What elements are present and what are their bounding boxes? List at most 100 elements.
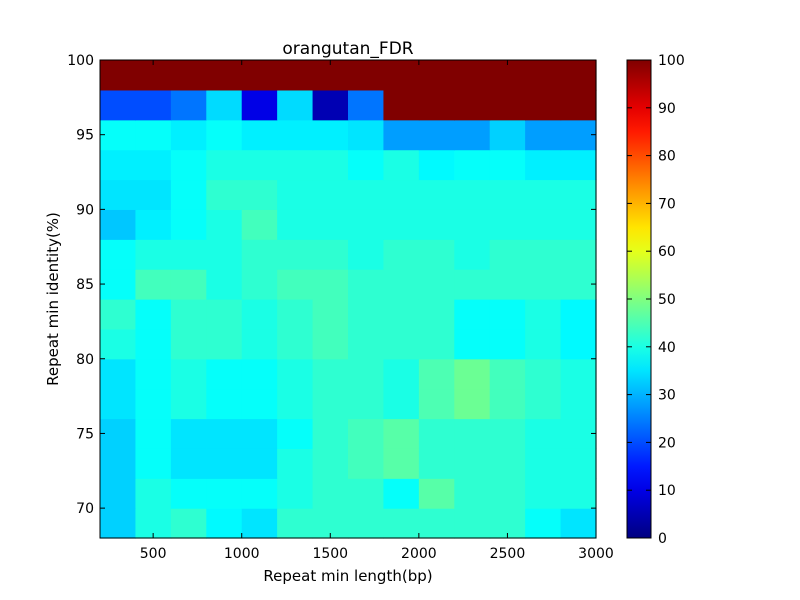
heatmap-cell (100, 119, 137, 151)
heatmap-cell (454, 299, 491, 330)
heatmap-cell (206, 508, 243, 539)
heatmap-cell (312, 119, 349, 151)
heatmap-cell (454, 508, 491, 539)
heatmap-cell (560, 508, 597, 539)
colorbar-tick-label: 0 (658, 531, 667, 547)
heatmap-cell (560, 149, 597, 181)
heatmap-cell (241, 269, 278, 300)
heatmap-cell (277, 149, 314, 181)
heatmap-cell (560, 328, 597, 360)
heatmap-cell (277, 239, 314, 270)
heatmap-cell (454, 418, 491, 449)
heatmap-cell (383, 478, 420, 509)
heatmap-cell (525, 119, 562, 151)
heatmap-cell (206, 328, 243, 360)
heatmap-cell (312, 418, 349, 449)
heatmap-cell (383, 209, 420, 240)
heatmap-cell (560, 358, 597, 390)
heatmap-cell (100, 269, 137, 300)
heatmap-cell (348, 418, 385, 449)
heatmap-cell (135, 119, 172, 151)
heatmap-cell (560, 239, 597, 270)
heatmap-cell (348, 149, 385, 181)
heatmap-cell (277, 209, 314, 240)
heatmap-cell (312, 179, 349, 210)
y-tick-label: 80 (76, 352, 94, 368)
heatmap-cell (312, 149, 349, 181)
heatmap-cell (277, 358, 314, 390)
heatmap-cell (241, 358, 278, 390)
heatmap-cell (383, 388, 420, 420)
heatmap-cell (277, 60, 314, 91)
heatmap-cell (312, 209, 349, 240)
heatmap-cell (348, 89, 385, 121)
heatmap-cell (525, 418, 562, 449)
heatmap-cell (241, 119, 278, 151)
heatmap-cell (241, 328, 278, 360)
heatmap-cell (525, 299, 562, 330)
heatmap-cell (100, 478, 137, 509)
heatmap-cell (100, 60, 137, 91)
heatmap-cell (454, 119, 491, 151)
heatmap-cell (383, 418, 420, 449)
x-axis-label: Repeat min length(bp) (263, 567, 432, 585)
heatmap-cell (560, 119, 597, 151)
heatmap-cell (100, 89, 137, 121)
heatmap-cell (418, 358, 455, 390)
heatmap-cell (100, 388, 137, 420)
heatmap-cell (348, 179, 385, 210)
heatmap-cell (100, 328, 137, 360)
heatmap-cell (170, 448, 207, 479)
heatmap-cell (100, 299, 137, 330)
heatmap-cell (100, 358, 137, 390)
colorbar-tick-label: 40 (658, 340, 676, 356)
heatmap-cell (206, 299, 243, 330)
heatmap-cell (525, 179, 562, 210)
heatmap-cell (383, 60, 420, 91)
heatmap-cell (418, 89, 455, 121)
x-tick-label: 500 (140, 546, 167, 562)
heatmap-cell (312, 269, 349, 300)
heatmap-cell (312, 299, 349, 330)
heatmap-cell (383, 149, 420, 181)
heatmap-cell (241, 209, 278, 240)
heatmap-cell (489, 239, 526, 270)
heatmap-cell (100, 209, 137, 240)
heatmap-cell (135, 418, 172, 449)
heatmap-cell (418, 269, 455, 300)
heatmap-cell (241, 299, 278, 330)
y-tick-label: 70 (76, 501, 94, 517)
y-tick-label: 85 (76, 277, 94, 293)
heatmap-cell (206, 418, 243, 449)
heatmap-cell (560, 89, 597, 121)
plot-frame (99, 59, 597, 539)
heatmap-cell (277, 119, 314, 151)
heatmap-cell (135, 269, 172, 300)
heatmap-cell (560, 478, 597, 509)
heatmap-cell (560, 60, 597, 91)
heatmap-cell (206, 149, 243, 181)
heatmap-cell (135, 149, 172, 181)
heatmap-cell (348, 388, 385, 420)
heatmap-cell (454, 269, 491, 300)
heatmap-cell (489, 89, 526, 121)
heatmap-cell (525, 358, 562, 390)
heatmap-cell (418, 478, 455, 509)
x-tick-label: 1000 (224, 546, 260, 562)
heatmap-cell (170, 388, 207, 420)
heatmap-cell (383, 358, 420, 390)
heatmap-cell (525, 328, 562, 360)
heatmap-cell (418, 149, 455, 181)
heatmap-cell (170, 358, 207, 390)
heatmap-cell (525, 149, 562, 181)
heatmap-cell (348, 508, 385, 539)
heatmap-cell (100, 418, 137, 449)
heatmap-cell (560, 299, 597, 330)
x-tick-label: 2500 (490, 546, 526, 562)
heatmap-cell (418, 388, 455, 420)
heatmap-cell (135, 478, 172, 509)
heatmap-cell (489, 209, 526, 240)
heatmap-cell (206, 269, 243, 300)
heatmap-cell (348, 299, 385, 330)
heatmap-cell (454, 60, 491, 91)
